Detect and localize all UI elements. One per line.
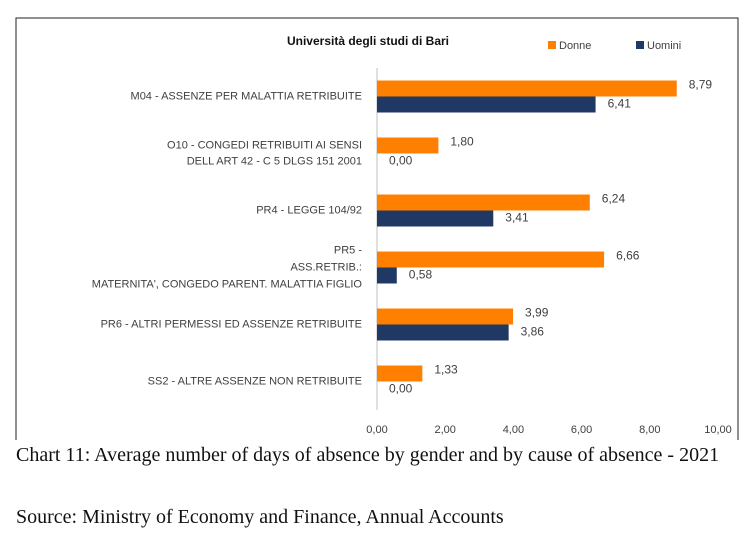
source: Source: Ministry of Economy and Finance,… — [16, 506, 504, 528]
value-label: 3,41 — [505, 211, 529, 225]
value-label: 6,66 — [616, 249, 640, 263]
category-label: PR4 - LEGGE 104/92 — [256, 204, 362, 216]
category-label: DELL ART 42 - C 5 DLGS 151 2001 — [187, 155, 362, 167]
category-label: ASS.RETRIB.: — [290, 261, 362, 273]
value-label: 0,00 — [389, 382, 413, 396]
bar — [377, 194, 590, 211]
bar — [377, 96, 596, 113]
chart: Università degli studi di Bari 0,00 2,00 4… — [15, 17, 739, 440]
bar — [377, 80, 677, 97]
value-label: 6,41 — [608, 97, 632, 111]
category-label: O10 - CONGEDI RETRIBUITI AI SENSI — [167, 139, 362, 151]
value-label: 0,00 — [389, 154, 413, 168]
bar — [377, 267, 397, 284]
frame — [15, 17, 739, 440]
x-tick-label: 2,00 — [434, 424, 455, 436]
legend-label: Donne — [559, 40, 591, 52]
category-label: PR5 - — [334, 244, 362, 256]
value-label: 6,24 — [602, 192, 626, 206]
value-label: 3,99 — [525, 306, 549, 320]
bar — [377, 324, 509, 341]
x-tick-label: 0,00 — [366, 424, 387, 436]
category-label: PR6 - ALTRI PERMESSI ED ASSENZE RETRIBUI… — [101, 318, 362, 330]
x-tick-label: 4,00 — [503, 424, 524, 436]
x-tick-label: 6,00 — [571, 424, 592, 436]
legend-swatch — [636, 41, 644, 49]
legend-label: Uomini — [647, 40, 681, 52]
value-label: 0,58 — [409, 268, 433, 282]
value-label: 1,33 — [434, 363, 458, 377]
bar — [377, 308, 514, 325]
bar — [377, 137, 439, 154]
bar — [377, 210, 494, 227]
value-label: 1,80 — [450, 135, 474, 149]
x-tick-label: 10,00 — [704, 424, 732, 436]
caption: Chart 11: Average number of days of abse… — [16, 444, 720, 466]
value-label: 8,79 — [689, 78, 713, 92]
category-label: M04 - ASSENZE PER MALATTIA RETRIBUITE — [131, 90, 362, 102]
category-label: MATERNITA', CONGEDO PARENT. MALATTIA FIG… — [92, 278, 363, 290]
bar — [377, 365, 423, 382]
value-label: 3,86 — [521, 325, 545, 339]
chart-title: Università degli studi di Bari — [287, 34, 449, 48]
bar — [377, 251, 605, 268]
category-label: SS2 - ALTRE ASSENZE NON RETRIBUITE — [148, 375, 362, 387]
legend-swatch — [548, 41, 556, 49]
x-tick-label: 8,00 — [639, 424, 660, 436]
